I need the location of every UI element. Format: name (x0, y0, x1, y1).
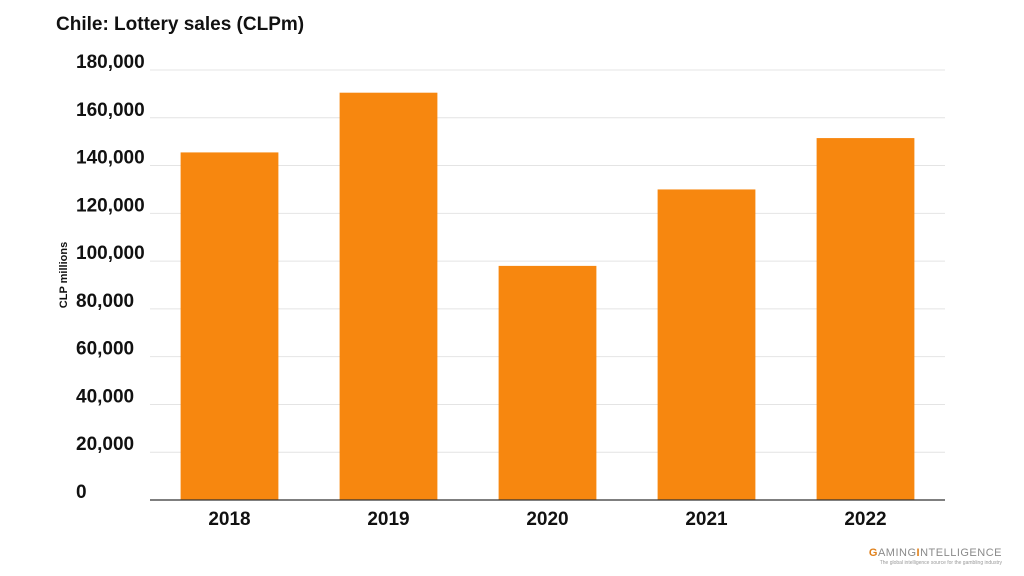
y-tick-label: 160,000 (76, 100, 145, 121)
brand-name: GAMINGINTELLIGENCE (868, 547, 1002, 559)
y-tick-label: 180,000 (76, 52, 145, 73)
bars (180, 92, 915, 501)
x-tick-label: 2019 (367, 509, 409, 530)
chart-title: Chile: Lottery sales (CLPm) (56, 14, 305, 35)
gaming-intelligence-logo: GAMINGINTELLIGENCE The global intelligen… (869, 547, 1002, 566)
y-tick-label: 100,000 (76, 243, 145, 264)
y-tick-label: 60,000 (76, 339, 134, 360)
bar-2021 (657, 189, 756, 500)
y-tick-label: 40,000 (76, 386, 134, 407)
brand-tagline: The global intelligence source for the g… (879, 560, 1002, 566)
x-tick-label: 2022 (844, 509, 886, 530)
y-tick-labels: 0 20,000 40,000 60,000 80,000 100,000 120,000 1… (76, 52, 145, 503)
x-tick-labels: 2018 2019 2020 2021 2022 (208, 509, 886, 530)
y-tick-label: 80,000 (76, 291, 134, 312)
x-tick-label: 2021 (685, 509, 728, 530)
bar-2020 (498, 265, 597, 500)
bar-2018 (180, 152, 279, 500)
y-tick-label: 140,000 (76, 148, 145, 169)
y-tick-label: 0 (76, 482, 87, 503)
y-tick-label: 20,000 (76, 434, 134, 455)
x-tick-label: 2020 (526, 509, 568, 530)
x-tick-label: 2018 (208, 509, 250, 530)
y-tick-label: 120,000 (76, 195, 145, 216)
bar-2019 (339, 92, 438, 500)
y-axis-label: CLP millions (58, 242, 70, 308)
bar-2022 (816, 138, 915, 501)
